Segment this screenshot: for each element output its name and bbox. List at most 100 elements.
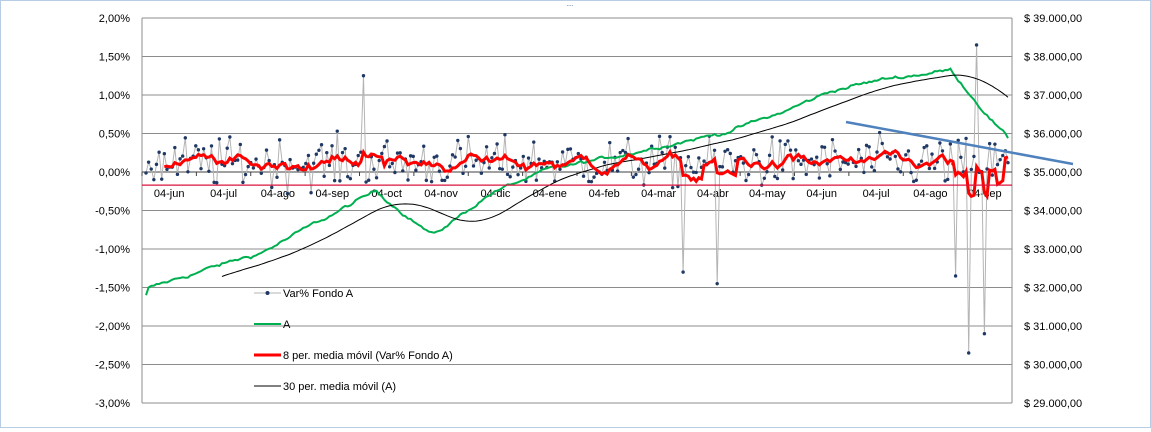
y-left-tick-label: -2,50% xyxy=(95,360,130,372)
resize-grip-icon[interactable]: ···· xyxy=(566,1,574,10)
series-var-point xyxy=(741,161,746,165)
series-var-point xyxy=(505,172,510,177)
series-var-point xyxy=(487,166,491,170)
series-var-point xyxy=(927,166,932,171)
series-var-point xyxy=(429,179,434,184)
series-var-point xyxy=(160,177,164,181)
series-var-point xyxy=(411,154,415,159)
y-right-tick-label: $ 35.000,00 xyxy=(1024,167,1082,179)
series-var-point xyxy=(516,172,520,177)
series-var-point xyxy=(175,172,180,177)
series-var-point xyxy=(922,145,926,150)
series-var-point xyxy=(377,158,381,163)
series-var-point xyxy=(966,351,971,355)
series-var-point xyxy=(859,156,863,160)
legend-marker xyxy=(265,291,270,295)
series-var-point xyxy=(932,166,937,171)
series-var-point xyxy=(972,154,976,159)
series-var-point xyxy=(985,167,989,171)
y-left-tick-label: 1,00% xyxy=(99,90,130,102)
series-a-line xyxy=(145,67,1009,296)
series-var-point xyxy=(820,145,824,149)
series-var-point xyxy=(364,180,368,184)
series-var-point xyxy=(186,170,190,174)
series-var-point xyxy=(335,129,339,133)
series-var-point xyxy=(862,170,866,175)
series-var-point xyxy=(854,164,858,169)
trend-line xyxy=(845,120,1074,166)
series-var-point xyxy=(241,180,245,185)
series-var-point xyxy=(217,137,222,141)
legend-label: A xyxy=(283,319,291,331)
x-tick-label: 04-jun xyxy=(806,188,837,200)
series-var-point xyxy=(880,141,884,146)
series-var-point xyxy=(689,165,693,170)
series-var-point xyxy=(230,161,235,166)
series-var-point xyxy=(236,158,240,162)
series-var-point xyxy=(794,148,798,152)
series-var-point xyxy=(815,155,819,159)
series-var-point xyxy=(555,160,560,164)
series-var-point xyxy=(649,144,654,148)
series-var-point xyxy=(201,147,206,151)
series-var-point xyxy=(165,167,169,172)
series-var-point xyxy=(990,173,994,177)
series-var-point xyxy=(526,156,531,160)
series-var-point xyxy=(870,165,874,169)
y-left-tick-label: -2,00% xyxy=(95,321,130,333)
series-var-point xyxy=(993,142,997,146)
series-var-point xyxy=(888,157,892,161)
series-var-point xyxy=(157,150,161,154)
series-var-point xyxy=(207,169,211,174)
series-var-point xyxy=(940,149,945,153)
x-tick-label: 04-feb xyxy=(589,188,620,200)
series-var-point xyxy=(215,181,219,185)
series-var-point xyxy=(783,142,787,147)
series-var-point xyxy=(822,145,827,150)
series-var-point xyxy=(670,185,675,190)
series-var-point xyxy=(744,178,748,183)
y-left-tick-label: -3,00% xyxy=(95,398,130,410)
series-var-point xyxy=(686,155,691,159)
series-var-point xyxy=(830,137,835,142)
x-tick-label: 04-ene xyxy=(533,188,567,200)
series-var-point xyxy=(196,148,201,152)
y-left-tick-label: -0,50% xyxy=(95,206,130,218)
series-var-point xyxy=(684,163,688,168)
series-var-point xyxy=(752,148,756,152)
series-var-point xyxy=(896,167,900,171)
series-var-point xyxy=(225,146,229,150)
series-var-point xyxy=(872,168,877,173)
series-var-point xyxy=(440,178,444,183)
series-ma8-line xyxy=(164,148,1009,201)
x-tick-label: 04-mar xyxy=(641,188,676,200)
series-var-point xyxy=(576,151,581,156)
series-var-point xyxy=(285,191,290,196)
y-left-tick-label: 1,50% xyxy=(99,52,130,64)
series-var-point xyxy=(490,156,494,160)
series-var-point xyxy=(636,167,641,171)
series-var-point xyxy=(746,172,751,177)
series-var-point xyxy=(964,136,968,141)
series-var-point xyxy=(288,157,292,162)
series-var-point xyxy=(194,144,198,148)
series-var-point xyxy=(875,150,879,154)
series-var-point xyxy=(162,152,167,156)
series-var-point xyxy=(804,172,808,177)
x-tick-label: 04-jun xyxy=(154,188,185,200)
series-var-point xyxy=(904,153,908,157)
series-var-point xyxy=(906,149,911,153)
series-var-point xyxy=(720,165,725,169)
series-var-point xyxy=(259,171,263,175)
series-var-point xyxy=(479,171,484,175)
series-var-point xyxy=(309,191,313,195)
series-var-point xyxy=(146,160,151,164)
series-var-point xyxy=(359,150,363,154)
series-var-point xyxy=(332,178,337,183)
series-var-point xyxy=(838,167,843,172)
series-var-point xyxy=(762,176,767,180)
series-var-point xyxy=(833,149,837,153)
series-var-point xyxy=(456,138,460,143)
series-var-point xyxy=(314,152,319,156)
